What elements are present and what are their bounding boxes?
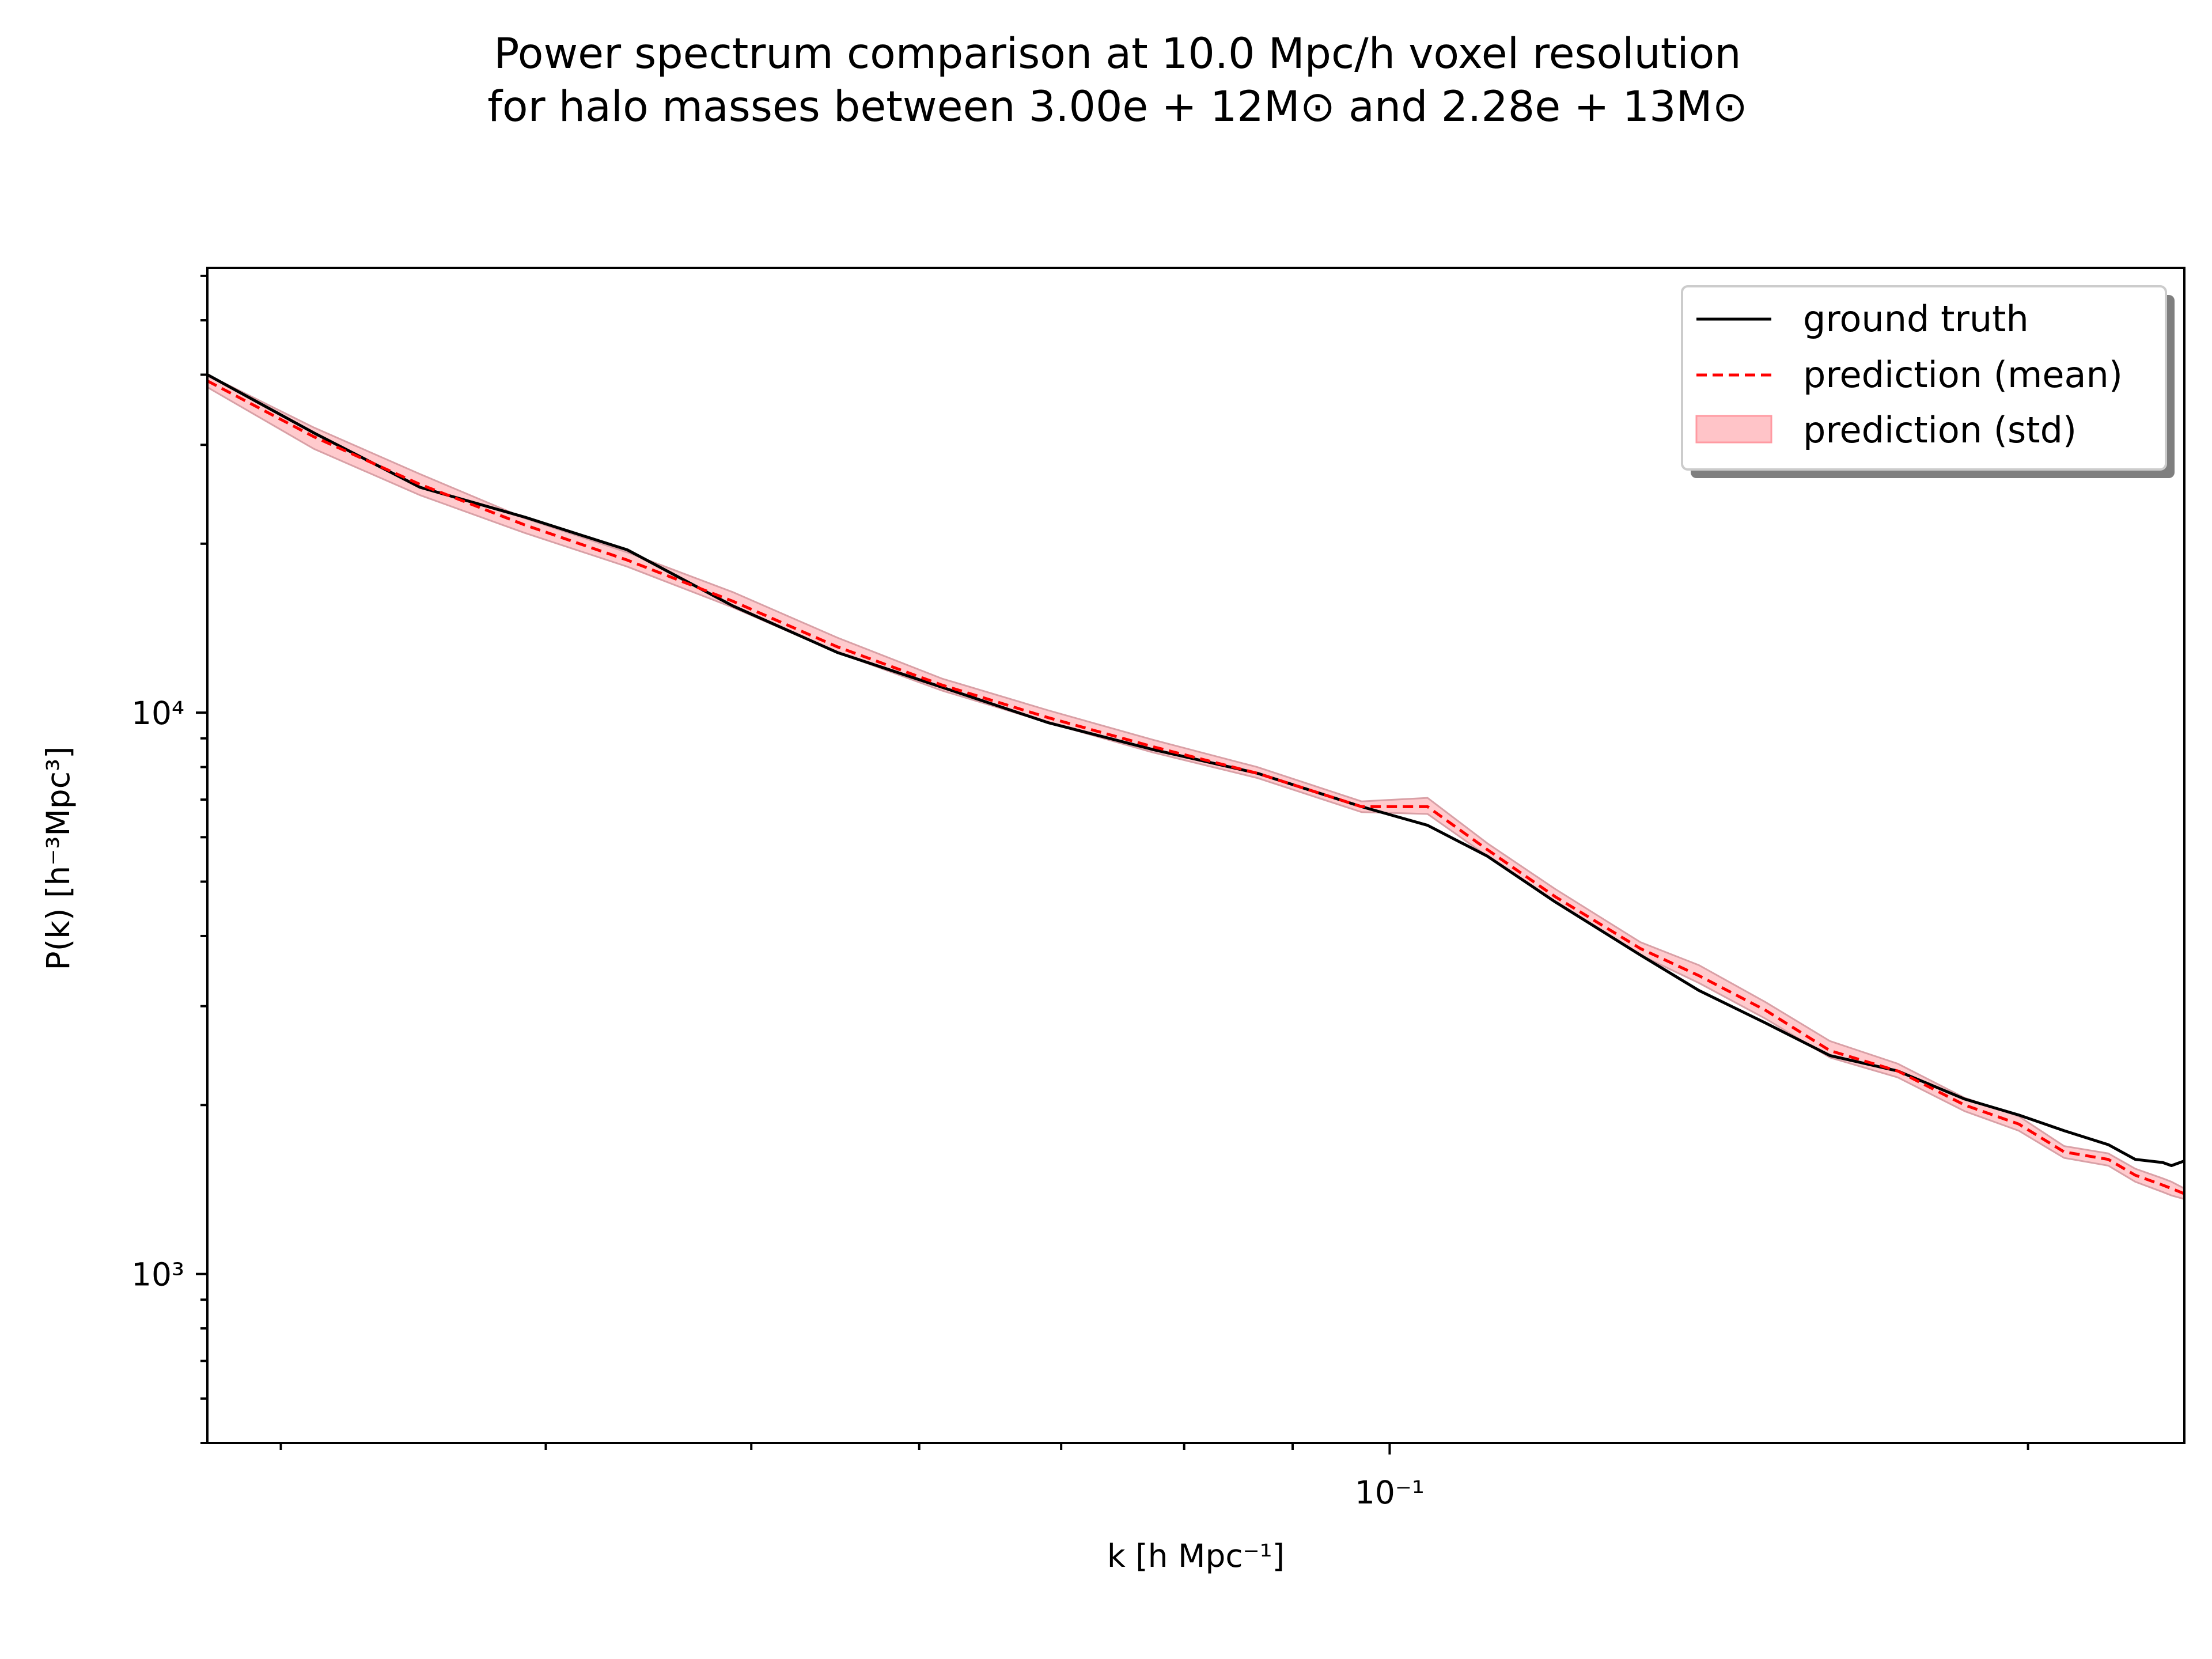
tick-layer (196, 274, 2029, 1455)
x-tick-label: 10⁻¹ (1355, 1474, 1425, 1511)
y-axis-label: P(k) [h⁻³Mpc³] (40, 747, 77, 971)
series-line-prediction-mean (206, 379, 2185, 1195)
legend-box (1681, 285, 2167, 471)
plot-frame (206, 267, 2186, 1444)
legend-label-ground-truth: ground truth (1803, 298, 2029, 340)
legend-swatch-prediction-std (1695, 415, 1772, 444)
legend: ground truth prediction (mean) predictio… (1681, 285, 2175, 478)
chart-title-line-1: Power spectrum comparison at 10.0 Mpc/h … (494, 29, 1741, 78)
y-tick-label: 10³ (131, 1256, 184, 1293)
legend-label-prediction-mean: prediction (mean) (1803, 354, 2123, 396)
y-tick-label: 10⁴ (131, 695, 184, 732)
series-layer (206, 373, 2185, 1195)
series-line-ground-truth (206, 373, 2185, 1167)
chart-title-line-2: for halo masses between 3.00e + 12M⊙ and… (487, 82, 1748, 131)
legend-label-prediction-std: prediction (std) (1803, 409, 2077, 451)
x-axis-label: k [h Mpc⁻¹] (1107, 1537, 1285, 1574)
